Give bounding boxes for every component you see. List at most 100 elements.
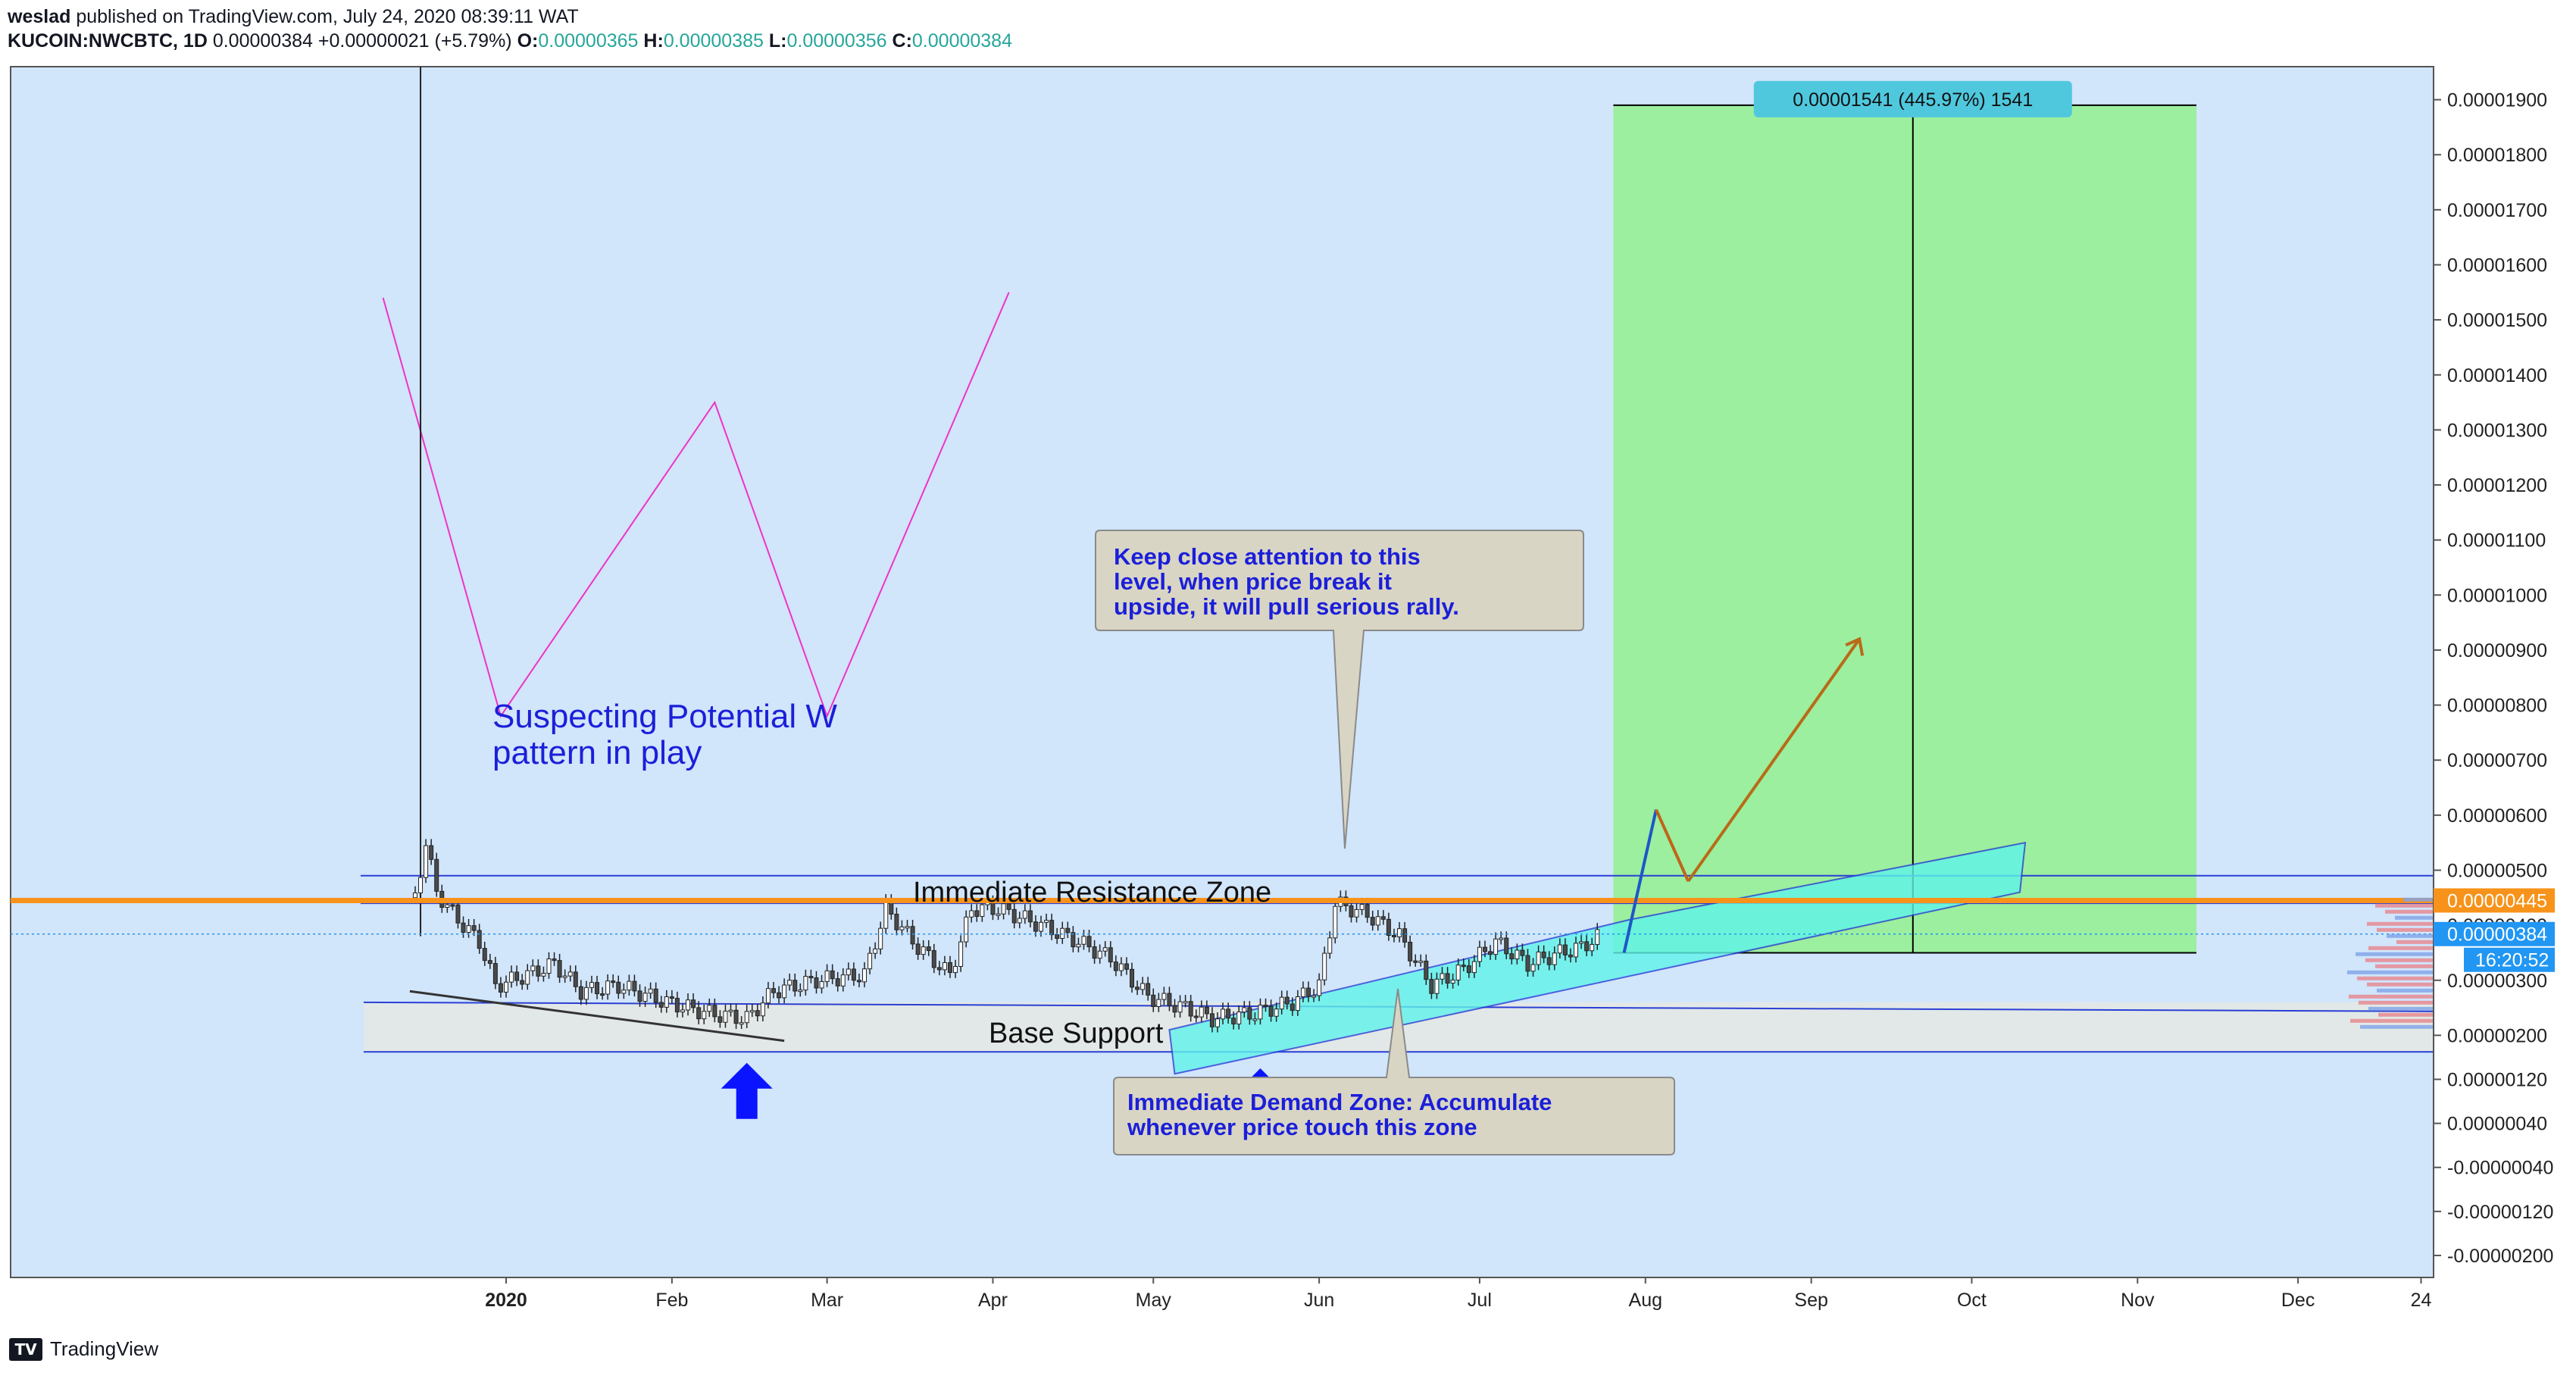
symbol-name[interactable]: KUCOIN:NWCBTC, 1D [8, 30, 208, 52]
candle-body [434, 858, 439, 892]
candle-body [899, 926, 905, 930]
candle-body [910, 926, 915, 945]
candle-body [947, 962, 952, 974]
y-tick-label: 0.00000500 [2447, 860, 2547, 881]
candle-body [840, 974, 846, 987]
position-label-box [1753, 80, 2072, 117]
candle-body [412, 892, 417, 899]
candle-body [1482, 946, 1487, 952]
x-tick-label: Apr [978, 1290, 1008, 1311]
support-label: Base Support [989, 1018, 1164, 1049]
trend-line [409, 990, 785, 1043]
candle-body [611, 980, 616, 983]
candle-body [498, 983, 503, 993]
candle-body [674, 998, 680, 1013]
candle-body [782, 984, 787, 999]
candle-body [1424, 960, 1429, 980]
candle-body [1354, 908, 1359, 918]
candle-body [1017, 918, 1022, 924]
candle-body [514, 971, 520, 981]
candle-body [905, 926, 910, 929]
candle-body [931, 950, 936, 968]
candle-body [658, 1002, 664, 1008]
y-tick-label: 0.00001700 [2447, 200, 2547, 221]
candle-body [1274, 1008, 1279, 1017]
candle-body [1011, 908, 1017, 924]
x-tick-label: Nov [2121, 1290, 2155, 1311]
price-change: +0.00000021 (+5.79%) [317, 30, 512, 52]
volume-profile-bar [2368, 1006, 2434, 1011]
y-tick-label: 0.00000300 [2447, 971, 2547, 992]
candle-body [926, 946, 931, 952]
open-value: 0.00000365 [538, 30, 639, 52]
candle-body [1161, 993, 1167, 1000]
candle-body [583, 987, 589, 1000]
candle-body [632, 980, 637, 992]
candle-body [1327, 937, 1333, 954]
candle-body [953, 965, 958, 974]
candle-body [846, 968, 851, 976]
candle-body [707, 1005, 712, 1012]
volume-profile-bar [2377, 927, 2434, 932]
candle-body [1221, 1008, 1226, 1020]
tradingview-logo-icon[interactable]: TV [9, 1337, 42, 1361]
candle-body [942, 962, 947, 971]
candle-body [1493, 938, 1499, 955]
candle-body [1231, 1018, 1236, 1024]
candle-body [755, 1010, 760, 1017]
candle-body [1477, 946, 1482, 962]
y-tick-label: -0.00000120 [2447, 1202, 2553, 1223]
candle-body [1499, 937, 1504, 940]
candle-body [1311, 995, 1317, 998]
y-tick-label: 0.00000200 [2447, 1025, 2547, 1046]
w-pattern-line [382, 292, 1010, 718]
candle-body [728, 1009, 733, 1012]
candle-body [1156, 999, 1161, 1007]
candle-body [830, 970, 835, 980]
candle-body [680, 1009, 685, 1013]
y-tick-label: -0.00000040 [2447, 1158, 2553, 1179]
volume-profile-bar [2403, 897, 2434, 902]
volume-profile-bar [2375, 903, 2434, 908]
candle-body [808, 976, 814, 979]
candle-body [552, 958, 557, 962]
candle-body [958, 941, 964, 967]
open-label: O: [517, 30, 539, 52]
symbol-legend: KUCOIN:NWCBTC, 1D 0.00000384 +0.00000021… [8, 30, 1012, 52]
candle-body [1065, 927, 1071, 933]
rally-note-text: level, when price break it [1114, 568, 1392, 595]
x-tick-label: Jul [1468, 1290, 1492, 1311]
candle-body [567, 971, 573, 977]
brand-name[interactable]: TradingView [50, 1337, 159, 1360]
candle-body [557, 960, 562, 978]
candle-body [1268, 1005, 1274, 1017]
candle-body [1515, 949, 1520, 960]
candle-body [648, 988, 653, 994]
candle-body [1359, 904, 1365, 910]
y-tick-label: 0.00000900 [2447, 640, 2547, 661]
candle-body [760, 1002, 765, 1017]
y-tick-label: 0.00001300 [2447, 420, 2547, 441]
candle-body [1322, 952, 1327, 980]
demand-note-text: Immediate Demand Zone: Accumulate [1127, 1089, 1552, 1115]
candle-body [723, 1010, 728, 1023]
y-tick-label: 0.00000040 [2447, 1114, 2547, 1135]
resistance-price-badge [2434, 888, 2555, 913]
candle-body [1146, 983, 1151, 996]
candle-body [1434, 978, 1440, 994]
candle-body [1049, 920, 1055, 936]
candle-body [562, 975, 567, 978]
candle-body [1113, 962, 1118, 971]
volume-profile-bar [2378, 1012, 2434, 1017]
author-name[interactable]: weslad [8, 6, 71, 27]
volume-profile-bar [2377, 988, 2434, 993]
low-label: L: [768, 30, 787, 52]
candle-body [482, 948, 487, 962]
volume-profile-bar [2365, 958, 2434, 962]
candle-body [424, 845, 429, 878]
candle-body [1333, 905, 1338, 939]
candle-body [1455, 965, 1461, 980]
candle-body [1022, 910, 1027, 919]
candle-body [621, 990, 627, 994]
